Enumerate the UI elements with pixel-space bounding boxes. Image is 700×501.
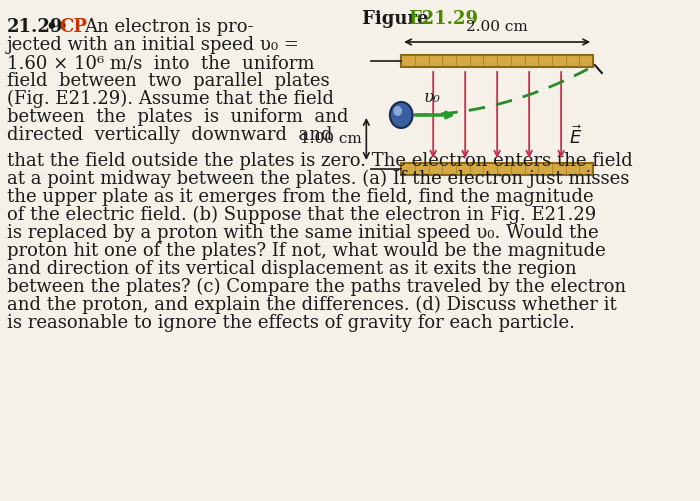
Text: jected with an initial speed υ₀ =: jected with an initial speed υ₀ =	[7, 36, 300, 54]
Text: and the proton, and explain the differences. (d) Discuss whether it: and the proton, and explain the differen…	[7, 296, 617, 314]
Text: is replaced by a proton with the same initial speed υ₀. Would the: is replaced by a proton with the same in…	[7, 224, 598, 242]
Circle shape	[390, 102, 412, 128]
Text: of the electric field. (b) Suppose that the electron in Fig. E21.29: of the electric field. (b) Suppose that …	[7, 206, 596, 224]
Text: 1.60 × 10⁶ m/s  into  the  uniform: 1.60 × 10⁶ m/s into the uniform	[7, 54, 314, 72]
Text: that the field outside the plates is zero. The electron enters the field: that the field outside the plates is zer…	[7, 152, 633, 170]
Text: at a point midway between the plates. (a) If the electron just misses: at a point midway between the plates. (a…	[7, 170, 629, 188]
Text: between the plates? (c) Compare the paths traveled by the electron: between the plates? (c) Compare the path…	[7, 278, 626, 296]
Text: is reasonable to ignore the effects of gravity for each particle.: is reasonable to ignore the effects of g…	[7, 314, 575, 332]
Text: Figure: Figure	[362, 10, 435, 28]
Text: (​Fig. E21.29​). Assume that the field: (​Fig. E21.29​). Assume that the field	[7, 90, 334, 108]
FancyBboxPatch shape	[401, 163, 593, 175]
Text: and direction of its vertical displacement as it exits the region: and direction of its vertical displaceme…	[7, 260, 577, 278]
Text: 1.00 cm: 1.00 cm	[300, 132, 362, 146]
Text: CP: CP	[60, 18, 88, 36]
Text: field  between  two  parallel  plates: field between two parallel plates	[7, 72, 330, 90]
Text: υ₀: υ₀	[424, 89, 440, 106]
Text: the upper plate as it emerges from the field, find the magnitude: the upper plate as it emerges from the f…	[7, 188, 594, 206]
Text: An electron is pro-: An electron is pro-	[85, 18, 254, 36]
Circle shape	[393, 106, 402, 116]
Text: between  the  plates  is  uniform  and: between the plates is uniform and	[7, 108, 349, 126]
Text: 2.00 cm: 2.00 cm	[466, 20, 528, 34]
Text: 21.29: 21.29	[7, 18, 64, 36]
Text: directed  vertically  downward  and: directed vertically downward and	[7, 126, 332, 144]
FancyBboxPatch shape	[401, 55, 593, 67]
Text: E21.29: E21.29	[408, 10, 478, 28]
Text: $\vec{E}$: $\vec{E}$	[569, 126, 582, 148]
Text: proton hit one of the plates? If not, what would be the magnitude: proton hit one of the plates? If not, wh…	[7, 242, 606, 260]
Text: ••: ••	[46, 18, 69, 36]
